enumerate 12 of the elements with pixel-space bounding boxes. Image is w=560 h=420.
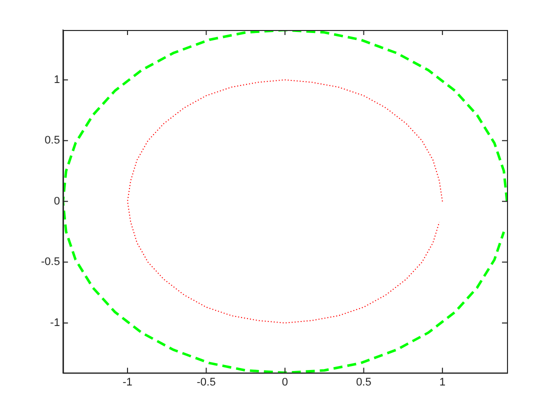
y-tick-label: 1 — [54, 74, 60, 86]
x-tick-label: -1 — [122, 376, 132, 388]
y-tick-label: -1 — [50, 316, 60, 329]
y-tick-label: 0 — [54, 195, 60, 208]
x-tick-label: 1 — [439, 376, 446, 388]
line-series — [127, 79, 443, 324]
x-tick-label: -0.5 — [196, 376, 216, 388]
y-tick-label: 0.5 — [44, 134, 60, 147]
x-tick-label: 0.5 — [356, 376, 372, 388]
y-tick-label: -0.5 — [40, 256, 60, 268]
x-tick-label: 0 — [282, 376, 288, 388]
line-series — [62, 30, 507, 373]
